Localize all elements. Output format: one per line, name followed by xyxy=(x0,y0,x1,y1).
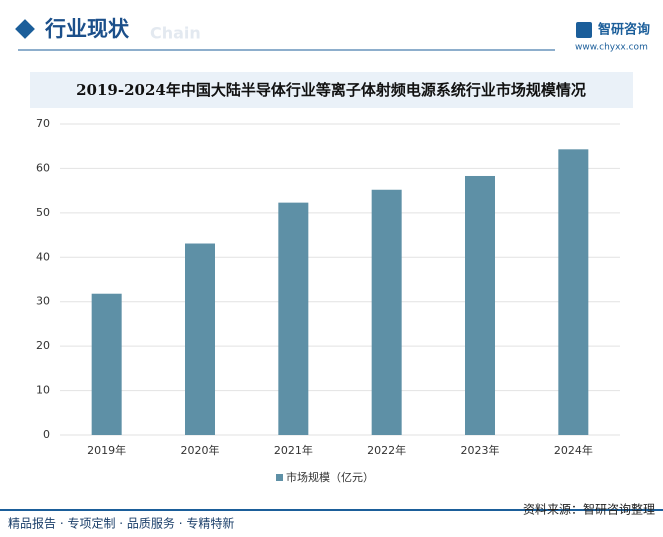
x-tick-label: 2021年 xyxy=(274,443,313,457)
header-ghost: Chain xyxy=(150,24,201,43)
y-tick-label: 0 xyxy=(43,428,50,441)
bar xyxy=(91,293,122,435)
bar xyxy=(465,175,495,435)
x-tick-label: 2023年 xyxy=(461,443,500,457)
y-tick-label: 50 xyxy=(36,206,50,219)
bar xyxy=(371,189,402,435)
y-tick-label: 10 xyxy=(36,384,50,397)
chart-title: 2019-2024年中国大陆半导体行业等离子体射频电源系统行业市场规模情况 xyxy=(76,81,586,99)
bar xyxy=(185,243,215,435)
y-tick-label: 70 xyxy=(36,117,50,130)
x-tick-label: 2019年 xyxy=(87,443,126,457)
legend-label: 市场规模（亿元） xyxy=(286,470,374,484)
brand-name: 智研咨询 xyxy=(598,22,650,38)
bar xyxy=(558,149,589,435)
header-icon xyxy=(15,19,35,39)
footer-source: 资料来源：智研咨询整理 xyxy=(523,502,655,517)
y-tick-label: 60 xyxy=(36,161,50,174)
x-tick-label: 2024年 xyxy=(554,443,593,457)
x-tick-label: 2022年 xyxy=(367,443,406,457)
brand-logo xyxy=(576,22,592,38)
x-tick-label: 2020年 xyxy=(181,443,220,457)
header-title: 行业现状 xyxy=(44,17,130,41)
legend-swatch xyxy=(276,474,283,481)
brand-url: www.chyxx.com xyxy=(575,43,648,53)
y-tick-label: 40 xyxy=(36,250,50,263)
bar xyxy=(278,202,309,435)
y-tick-label: 20 xyxy=(36,339,50,352)
footer-tagline: 精品报告 · 专项定制 · 品质服务 · 专精特新 xyxy=(8,516,234,531)
title-bar xyxy=(30,72,633,108)
y-tick-label: 30 xyxy=(36,295,50,308)
